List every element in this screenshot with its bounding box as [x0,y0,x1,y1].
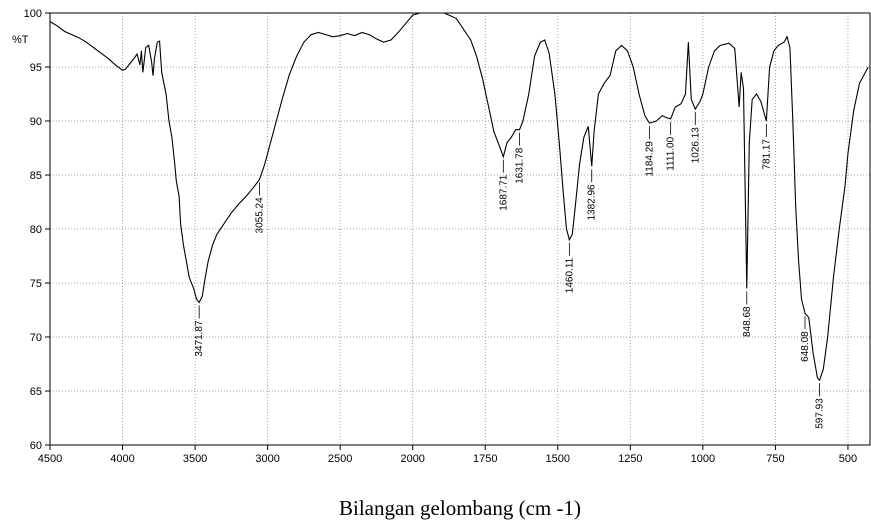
y-tick-label: 75 [30,278,42,290]
y-axis-label: %T [12,34,29,46]
peak-label: 1460.11 [564,257,575,293]
y-tick-label: 100 [24,8,42,20]
peak-label: 1184.29 [644,141,655,177]
peak-label: 1631.78 [515,147,526,184]
x-tick-label: 3500 [183,453,207,465]
peak-label: 1026.13 [690,127,701,164]
y-tick-label: 80 [30,224,42,236]
plot-frame [49,12,871,446]
peak-label: 781.17 [761,139,772,170]
x-tick-label: 1750 [473,453,497,465]
peak-label: 1687.71 [498,174,509,211]
y-tick-label: 70 [30,332,42,344]
peak-label: 648.08 [800,331,811,362]
peak-label: 1382.96 [587,184,598,221]
x-tick-label: 4000 [110,453,134,465]
y-tick-label: 90 [30,116,42,128]
x-tick-label: 1000 [691,453,715,465]
spectrum-group [50,13,869,382]
y-tick-label: 60 [30,440,42,452]
y-tick-label: 95 [30,62,42,74]
y-tick-label: 65 [30,386,42,398]
x-tick-label: 2000 [400,453,424,465]
y-tick-label: 85 [30,170,42,182]
x-tick-label: 3000 [255,453,279,465]
spectrum-line [50,13,869,382]
peak-label: 1111.00 [666,136,677,170]
peak-label: 597.93 [815,398,826,429]
peak-label: 848.68 [742,306,753,337]
x-tick-label: 1500 [546,453,570,465]
peak-label: 3471.87 [194,320,205,357]
peak-label: 3055.24 [255,197,266,234]
x-tick-label: 500 [839,453,857,465]
x-tick-label: 4500 [38,453,62,465]
x-tick-label: 2500 [328,453,352,465]
x-axis-label: Bilangan gelombang (cm -1) [339,496,581,520]
x-tick-label: 1250 [618,453,642,465]
x-tick-label: 750 [766,453,784,465]
